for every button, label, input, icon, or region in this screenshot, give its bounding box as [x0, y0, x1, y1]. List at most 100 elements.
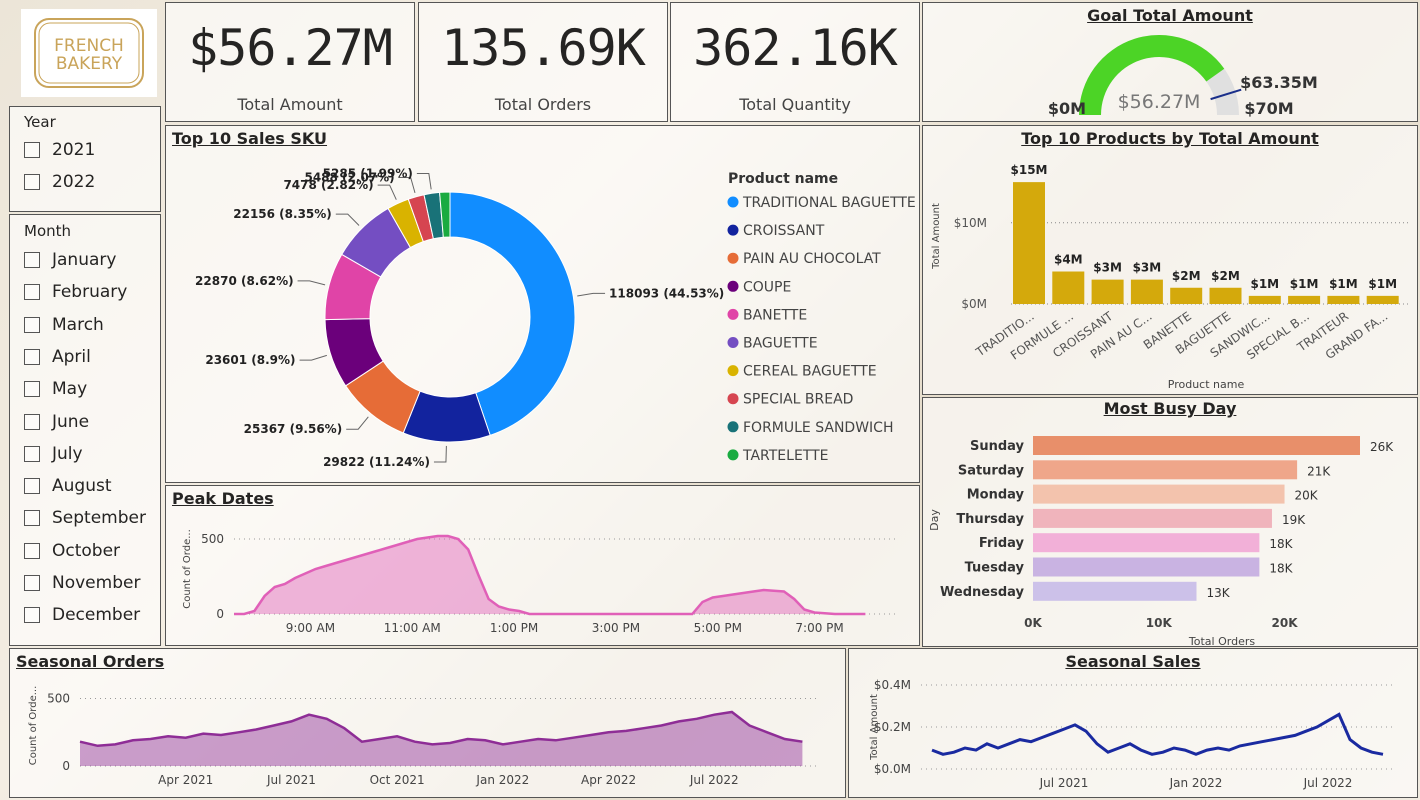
bar [1033, 557, 1260, 577]
x-tick-label: 20K [1272, 616, 1299, 630]
busy-day-chart: 0K 10K 20K Sunday 26K Saturday 21K Monday 20K Thu… [928, 436, 1394, 646]
month-option-april[interactable]: April [24, 346, 91, 368]
month-option-january[interactable]: January [24, 249, 116, 271]
bar [1033, 508, 1272, 528]
legend-marker [727, 196, 739, 208]
legend-marker [727, 393, 739, 405]
month-option-september[interactable]: September [24, 507, 146, 529]
year-option-2022[interactable]: 2022 [24, 171, 95, 193]
x-tick-label: 11:00 AM [384, 621, 441, 635]
donut-chart: 118093 (44.53%) 29822 (11.24%) 25367 (9.56… [195, 167, 916, 469]
x-tick-label: Oct 2021 [370, 773, 425, 787]
month-option-december[interactable]: December [24, 604, 140, 626]
checkbox-icon[interactable] [24, 542, 40, 559]
bar-data-label: $3M [1133, 261, 1162, 275]
busy-day-panel: Most Busy Day 0K 10K 20K Sunday 26K Saturday 2… [922, 397, 1418, 647]
donut-leader-line [299, 354, 327, 361]
checkbox-icon[interactable] [24, 316, 40, 333]
x-tick-label: Jul 2021 [1039, 776, 1089, 790]
checkbox-icon[interactable] [24, 348, 40, 365]
bar [1033, 460, 1298, 480]
donut-data-label: 25367 (9.56%) [244, 422, 343, 436]
month-option-july[interactable]: July [24, 443, 83, 465]
bar [1209, 287, 1242, 304]
donut-data-label: 5488 (2.07%) [304, 170, 394, 184]
gauge-min-label: $0M [1048, 99, 1086, 118]
gauge-max-label: $70M [1244, 99, 1293, 118]
year-slicer: Year 2021 2022 [9, 106, 161, 212]
series-line [79, 710, 803, 748]
donut-leader-line [335, 213, 360, 226]
x-tick-label: Jul 2022 [1303, 776, 1353, 790]
month-option-august[interactable]: August [24, 475, 112, 497]
legend-item: TARTELETTE [742, 448, 829, 464]
month-option-october[interactable]: October [24, 540, 120, 562]
donut-leader-line [398, 176, 416, 193]
bar-data-label: $2M [1172, 269, 1201, 283]
top-products-panel: Top 10 Products by Total Amount $0M $10M $… [922, 125, 1418, 395]
month-option-june[interactable]: June [24, 411, 89, 433]
year-slicer-title: Year [24, 113, 56, 131]
y-axis-title: Day [928, 509, 941, 531]
legend-item: TRADITIONAL BAGUETTE [742, 195, 916, 211]
month-option-may[interactable]: May [24, 378, 87, 400]
y-tick-label: Monday [967, 488, 1025, 503]
gauge-chart: $56.27M $0M $70M $63.35M [1048, 34, 1318, 118]
bar [1013, 182, 1045, 304]
bar [1033, 581, 1197, 601]
checkbox-icon[interactable] [24, 284, 40, 301]
donut-data-label: 22156 (8.35%) [233, 207, 332, 221]
y-tick-label: Sunday [970, 439, 1025, 454]
kpi-value: $56.27M [188, 19, 393, 77]
month-option-march[interactable]: March [24, 314, 104, 336]
checkbox-icon[interactable] [24, 607, 40, 624]
checkbox-icon[interactable] [24, 142, 40, 158]
legend-marker [727, 308, 739, 320]
bar [1130, 279, 1163, 304]
option-label: September [52, 508, 146, 529]
bar-data-label: $1M [1250, 277, 1279, 291]
checkbox-icon[interactable] [24, 413, 40, 430]
y-tick-label: 0 [216, 607, 224, 621]
kpi-label: Total Orders [494, 95, 592, 114]
bar-data-label: 18K [1269, 562, 1293, 576]
bar [1170, 287, 1203, 304]
option-label: August [52, 476, 112, 497]
peak-dates-title: Peak Dates [172, 489, 274, 508]
checkbox-icon[interactable] [24, 445, 40, 462]
checkbox-icon[interactable] [24, 252, 40, 268]
logo-line1: FRENCH [54, 36, 124, 56]
y-tick-label: $0.2M [874, 720, 911, 734]
peak-dates-chart: 0 500 9:00 AM 11:00 AM 1:00 PM 3:00 PM 5:00 PM… [182, 529, 896, 635]
y-tick-label: $0.4M [874, 678, 911, 692]
x-tick-label: 7:00 PM [795, 621, 843, 635]
checkbox-icon[interactable] [24, 174, 40, 190]
donut-data-label: 23601 (8.9%) [205, 353, 295, 367]
bar-data-label: $4M [1054, 253, 1083, 267]
bar-data-label: 18K [1269, 537, 1293, 551]
month-option-february[interactable]: February [24, 281, 127, 303]
option-label: February [52, 282, 128, 303]
bar [1366, 295, 1399, 304]
series-line [234, 534, 866, 616]
donut-leader-line [346, 416, 369, 430]
x-tick-label: Jul 2021 [266, 773, 316, 787]
donut-leader-line [416, 173, 432, 190]
y-tick-label: Friday [979, 536, 1025, 551]
kpi-label: Total Quantity [739, 95, 851, 114]
bar-data-label: $1M [1368, 277, 1397, 291]
bar-data-label: $1M [1290, 277, 1319, 291]
checkbox-icon[interactable] [24, 478, 40, 495]
checkbox-icon[interactable] [24, 381, 40, 398]
option-label: April [52, 346, 91, 367]
donut-title: Top 10 Sales SKU [172, 129, 328, 148]
month-option-november[interactable]: November [24, 572, 140, 594]
year-option-2021[interactable]: 2021 [24, 139, 95, 161]
checkbox-icon[interactable] [24, 575, 40, 591]
checkbox-icon[interactable] [24, 510, 40, 527]
seasonal-orders-chart: 0 500 Apr 2021 Jul 2021 Oct 2021 Jan 2022 Apr … [28, 686, 820, 787]
option-label: October [52, 540, 121, 561]
y-axis-title: Total Amount [869, 694, 880, 761]
bar [1091, 279, 1124, 304]
goal-gauge-panel: Goal Total Amount $56.27M $0M $70M $63.35M [922, 2, 1418, 122]
